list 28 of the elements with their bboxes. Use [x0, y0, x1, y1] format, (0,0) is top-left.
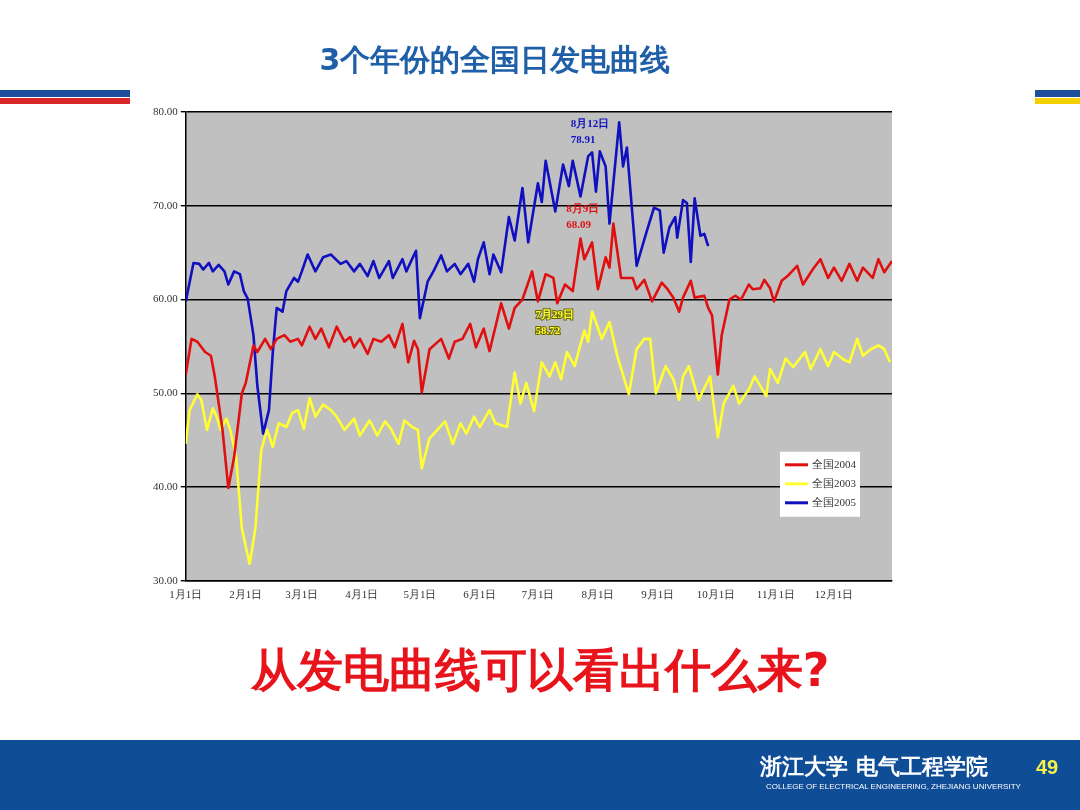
x-tick-label: 10月1日: [696, 588, 736, 601]
x-tick-label: 4月1日: [345, 588, 379, 601]
text: COLLEGE OF ELECTRICAL ENGINEERING, ZHEJIANG UNIVERSITY: [766, 782, 1021, 791]
y-tick-label: 70.00: [153, 198, 179, 211]
x-tick-label: 11月1日: [756, 588, 795, 601]
text: 49: [1036, 756, 1059, 779]
x-tick-label: 12月1日: [814, 588, 854, 601]
x-tick-label: 2月1日: [229, 588, 263, 601]
x-tick-label: 9月1日: [641, 588, 675, 601]
x-tick-label: 1月1日: [169, 588, 203, 601]
y-tick-label: 30.00: [153, 573, 179, 586]
x-tick-label: 3月1日: [285, 588, 319, 601]
x-tick-label: 5月1日: [403, 588, 437, 601]
annotation: 8月12日 78.91: [570, 116, 610, 145]
annotation: 7月29日 58.72: [535, 307, 575, 336]
text: 从发电曲线可以看出什么来?: [249, 642, 831, 699]
y-tick-label: 80.00: [153, 104, 179, 117]
legend-label: 全国2003: [812, 476, 857, 489]
legend-label: 全国2005: [812, 495, 857, 508]
y-tick-label: 60.00: [153, 292, 179, 305]
x-tick-label: 7月1日: [521, 588, 555, 601]
chart-title: 3个年份的全国日发电曲线: [318, 41, 672, 79]
x-tick-label: 8月1日: [581, 588, 615, 601]
legend-label: 全国2004: [812, 457, 857, 470]
y-tick-label: 40.00: [153, 479, 179, 492]
text: 浙江大学 电气工程学院: [760, 753, 988, 781]
x-tick-label: 6月1日: [463, 588, 497, 601]
y-tick-label: 50.00: [153, 386, 179, 399]
